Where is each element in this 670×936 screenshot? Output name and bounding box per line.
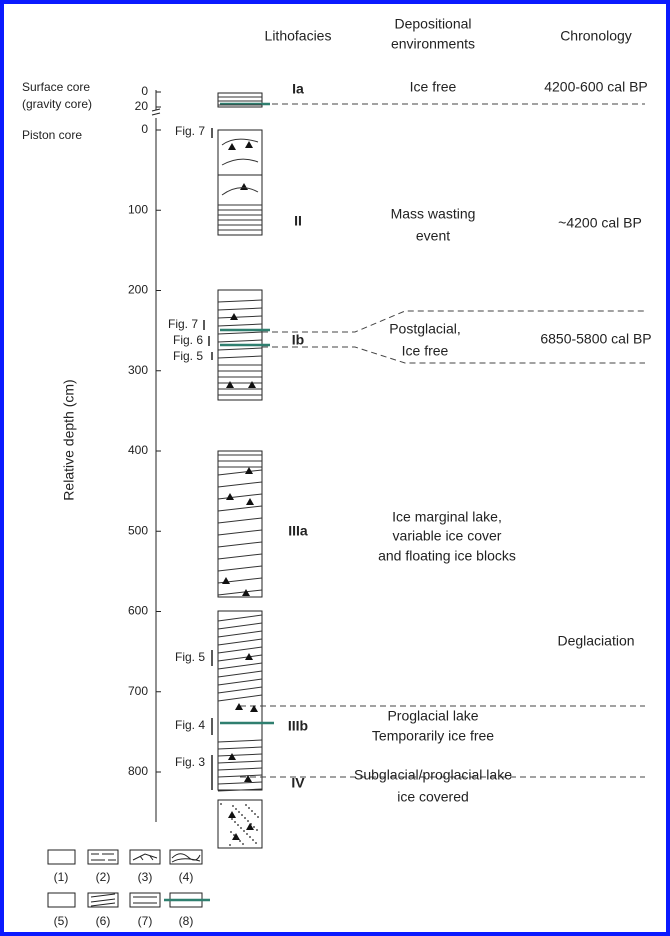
environment: event	[416, 228, 450, 244]
tick-label: 500	[128, 523, 148, 537]
figure-ref: Fig. 5	[175, 650, 205, 664]
environment: Temporarily ice free	[372, 728, 494, 744]
chronology: 6850-5800 cal BP	[540, 331, 651, 347]
tick-label: 300	[128, 363, 148, 377]
chronology: 4200-600 cal BP	[544, 79, 648, 95]
grain	[239, 840, 241, 842]
grain	[232, 805, 234, 807]
tick-label: 0	[141, 84, 148, 98]
legend-label: (4)	[179, 870, 194, 884]
grain	[255, 842, 257, 844]
figure-ref: Fig. 7	[168, 317, 198, 331]
header: Lithofacies	[265, 28, 332, 44]
grain	[242, 843, 244, 845]
grain	[248, 807, 250, 809]
grain	[246, 833, 248, 835]
grain	[245, 804, 247, 806]
tick-label: 20	[135, 99, 149, 113]
chronology: ~4200 cal BP	[558, 215, 642, 231]
tick-label: 400	[128, 443, 148, 457]
grain	[230, 831, 232, 833]
unit-label: IIIb	[288, 718, 308, 734]
legend-label: (5)	[54, 914, 69, 928]
grain	[236, 837, 238, 839]
tick-label: 200	[128, 283, 148, 297]
chronology: Deglaciation	[557, 633, 634, 649]
unit-label: II	[294, 213, 302, 229]
grain	[238, 811, 240, 813]
legend-label: (1)	[54, 870, 69, 884]
grain	[249, 836, 251, 838]
environment: Postglacial,	[389, 321, 461, 337]
header: Depositional	[394, 16, 471, 32]
legend-label: (8)	[179, 914, 194, 928]
grain	[233, 834, 235, 836]
header: environments	[391, 36, 475, 52]
grain	[254, 813, 256, 815]
legend-label: (7)	[138, 914, 153, 928]
grain	[253, 826, 255, 828]
grain	[256, 829, 258, 831]
grain	[252, 839, 254, 841]
grain	[220, 803, 222, 805]
axis-label: Relative depth (cm)	[61, 379, 77, 500]
grain	[231, 818, 233, 820]
core-label: (gravity core)	[22, 97, 92, 111]
environment: Mass wasting	[391, 206, 476, 222]
tick-label: 100	[128, 202, 148, 216]
legend-label: (2)	[96, 870, 111, 884]
environment: Ice free	[410, 79, 457, 95]
grain	[235, 808, 237, 810]
environment: Subglacial/proglacial lake	[354, 767, 512, 783]
grain	[250, 823, 252, 825]
environment: ice covered	[397, 789, 469, 805]
unit-label: IIIa	[288, 523, 308, 539]
grain	[244, 817, 246, 819]
grain	[229, 844, 231, 846]
figure-ref: Fig. 7	[175, 124, 205, 138]
environment: and floating ice blocks	[378, 548, 516, 564]
core-label: Piston core	[22, 128, 82, 142]
figure-ref: Fig. 4	[175, 718, 205, 732]
frame	[2, 2, 668, 934]
unit-label: Ib	[292, 332, 304, 348]
core-label: Surface core	[22, 80, 90, 94]
figure-ref: Fig. 6	[173, 333, 203, 347]
unit-label: Ia	[292, 81, 304, 97]
grain	[240, 827, 242, 829]
grain	[237, 824, 239, 826]
grain	[234, 821, 236, 823]
grain	[257, 816, 259, 818]
environment: Proglacial lake	[387, 708, 478, 724]
tick-label: 800	[128, 764, 148, 778]
tick-label: 0	[141, 122, 148, 136]
grain	[243, 830, 245, 832]
header: Chronology	[560, 28, 632, 44]
legend-label: (3)	[138, 870, 153, 884]
legend-label: (6)	[96, 914, 111, 928]
tick-label: 700	[128, 684, 148, 698]
tick-label: 600	[128, 604, 148, 618]
grain	[241, 814, 243, 816]
grain	[251, 810, 253, 812]
environment: Ice marginal lake,	[392, 509, 502, 525]
grain	[247, 820, 249, 822]
figure-ref: Fig. 5	[173, 349, 203, 363]
environment: Ice free	[402, 343, 449, 359]
unit-label: IV	[291, 775, 305, 791]
figure-ref: Fig. 3	[175, 755, 205, 769]
figure: Lithofacies Depositional environments Ch…	[0, 0, 670, 936]
environment: variable ice cover	[393, 528, 502, 544]
